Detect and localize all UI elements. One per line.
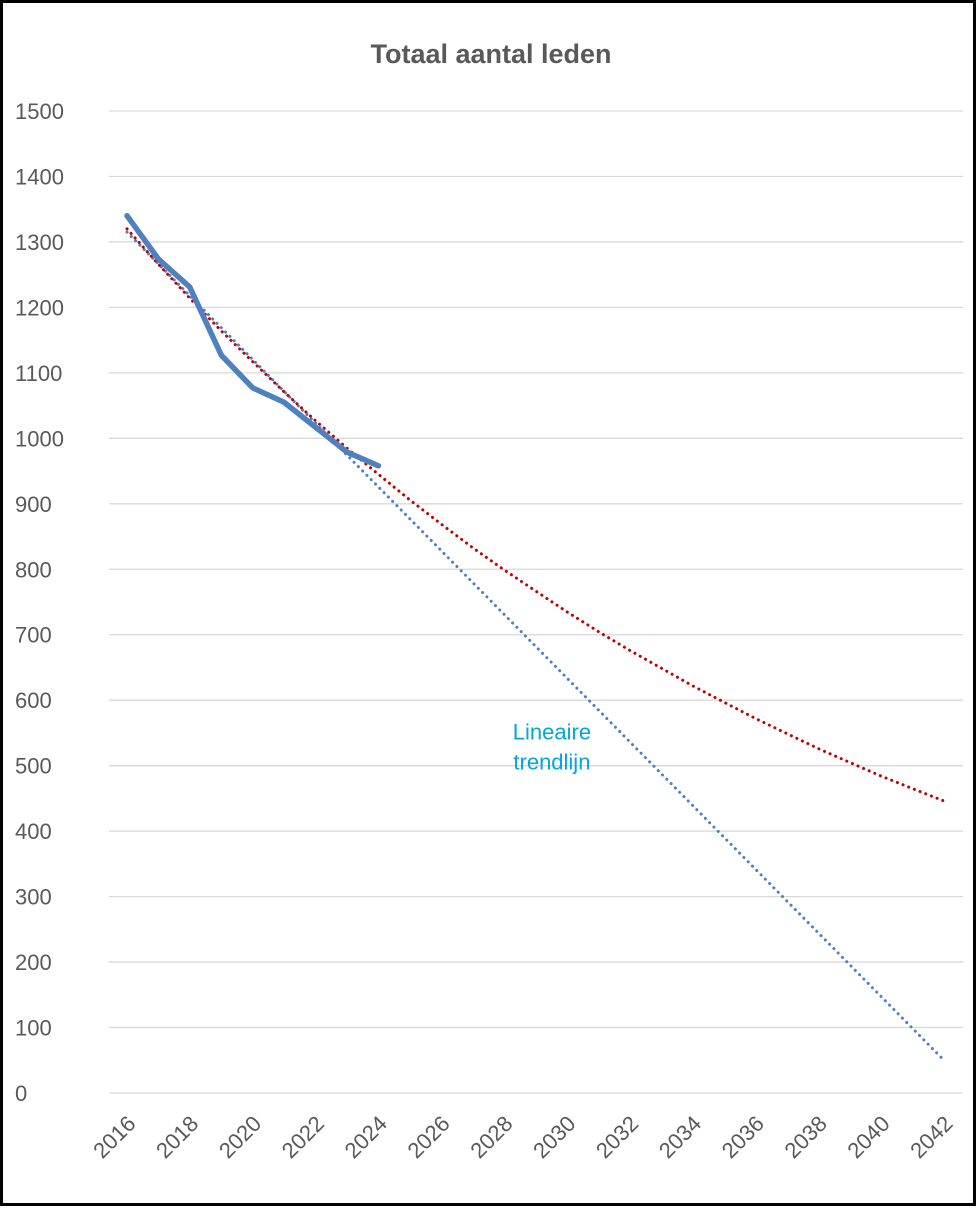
x-tick-label: 2016 — [88, 1111, 140, 1163]
y-tick-label: 300 — [15, 885, 52, 910]
y-tick-label: 1500 — [15, 99, 64, 124]
annotation-label: Lineaire trendlijn — [513, 719, 591, 774]
y-tick-label: 1100 — [15, 361, 62, 386]
x-tick-label: 2038 — [780, 1111, 832, 1163]
x-tick-label: 2020 — [214, 1111, 266, 1163]
trendline-linear — [125, 230, 946, 1062]
y-tick-label: 1400 — [15, 164, 64, 189]
y-tick-label: 700 — [15, 623, 52, 648]
x-tick-label: 2040 — [842, 1111, 894, 1163]
y-tick-label: 400 — [15, 819, 52, 844]
x-tick-label: 2034 — [654, 1111, 706, 1163]
x-tick-label: 2028 — [465, 1111, 517, 1163]
annotation-line: trendlijn — [513, 749, 590, 774]
y-tick-label: 1000 — [15, 426, 64, 451]
x-tick-label: 2026 — [402, 1111, 454, 1163]
y-tick-label: 200 — [15, 950, 52, 975]
y-tick-label: 1300 — [15, 230, 64, 255]
series-group — [124, 212, 946, 1062]
line-chart: Totaal aantal leden 0 100 200 300 400 500 600 7… — [15, 39, 963, 1163]
y-tick-label: 0 — [15, 1081, 27, 1106]
y-tick-label: 800 — [15, 557, 52, 582]
y-tick-label: 600 — [15, 688, 52, 713]
x-tick-label: 2018 — [151, 1111, 203, 1163]
gridlines — [109, 110, 963, 1094]
y-tick-label: 500 — [15, 754, 52, 779]
annotation-line: Lineaire — [513, 719, 591, 744]
x-axis-ticks: 2016 2018 2020 2022 2024 2026 2028 2030 2032 2034… — [88, 1111, 957, 1163]
y-tick-label: 1200 — [15, 295, 64, 320]
series-line-members — [124, 212, 382, 469]
x-tick-label: 2030 — [528, 1111, 580, 1163]
x-tick-label: 2032 — [591, 1111, 643, 1163]
x-tick-label: 2042 — [905, 1111, 957, 1163]
annotations: Lineaire trendlijn — [513, 719, 591, 774]
x-tick-label: 2036 — [717, 1111, 769, 1163]
y-tick-label: 900 — [15, 492, 52, 517]
trendline-nonlinear — [125, 227, 946, 803]
chart-title: Totaal aantal leden — [370, 39, 611, 69]
y-axis-ticks: 0 100 200 300 400 500 600 700 800 900 1000 1100 1200… — [15, 99, 64, 1106]
x-tick-label: 2024 — [340, 1111, 392, 1163]
x-tick-label: 2022 — [277, 1111, 329, 1163]
y-tick-label: 100 — [15, 1016, 52, 1041]
